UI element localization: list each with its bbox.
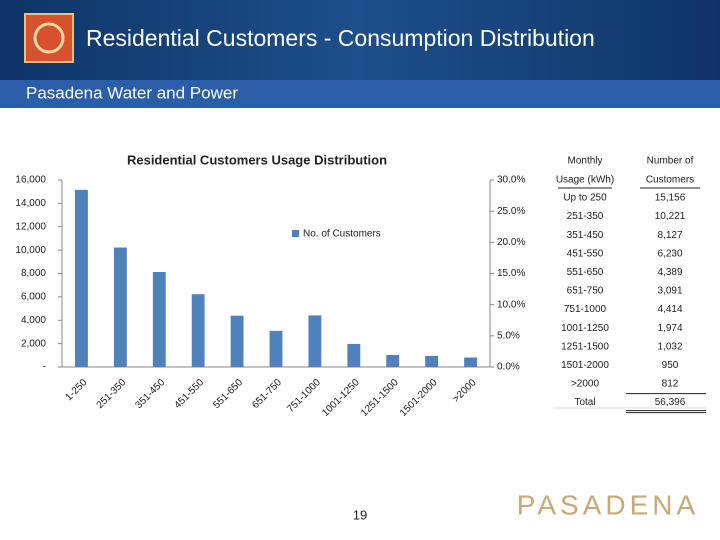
y-tick-label: 12,000 — [15, 221, 46, 232]
table-cell: 15,156 — [655, 193, 686, 204]
logo-icon — [24, 13, 74, 63]
table-cell: 3,091 — [657, 286, 682, 297]
table-cell: 950 — [662, 360, 679, 371]
y-tick-label: 6,000 — [21, 292, 46, 303]
table-cell: 551-650 — [567, 267, 604, 278]
table-cell: 6,230 — [657, 248, 682, 259]
y-tick-label: 10,000 — [15, 245, 46, 256]
table-cell: 251-350 — [567, 211, 604, 222]
chart-title: Residential Customers Usage Distribution — [127, 152, 387, 167]
table: Monthly Usage (kWh) Number of Customers Up t… — [556, 156, 706, 414]
bar — [308, 315, 322, 367]
subtitle: Pasadena Water and Power — [26, 83, 238, 102]
bar — [230, 315, 244, 367]
y-tick-label: 8,000 — [21, 268, 46, 279]
table-cell: 4,414 — [657, 304, 682, 315]
header-bar — [0, 0, 720, 80]
bar — [113, 247, 127, 367]
subtitle-bar — [0, 80, 720, 108]
table-cell: 1,032 — [657, 341, 682, 352]
table-cell: Up to 250 — [563, 193, 607, 204]
table-cell: 4,389 — [657, 267, 682, 278]
table-cell: 351-450 — [567, 230, 604, 241]
bar — [347, 343, 361, 367]
legend-swatch — [292, 230, 299, 237]
y-tick-label: 4,000 — [21, 315, 46, 326]
y-tick-label: 2,000 — [21, 338, 46, 349]
table-cell: 8,127 — [657, 230, 682, 241]
table-cell: 812 — [662, 379, 679, 390]
y2-tick-label: 10.0% — [497, 299, 525, 310]
bar — [191, 294, 205, 367]
table-header: Customers — [646, 175, 694, 186]
bar — [386, 354, 400, 367]
y-tick-label: 16,000 — [15, 175, 46, 186]
bar — [464, 357, 477, 367]
bar — [75, 189, 88, 367]
y-tick-label: 14,000 — [15, 198, 46, 209]
y-tick-label: - — [43, 362, 46, 373]
table-cell: 1251-1500 — [561, 341, 609, 352]
table-cell: 651-750 — [567, 286, 604, 297]
table-cell: 1,974 — [657, 323, 682, 334]
table-cell: >2000 — [571, 379, 600, 390]
table-cell: 1001-1250 — [561, 323, 609, 334]
table-cell: 451-550 — [567, 248, 604, 259]
bar — [425, 355, 439, 367]
table-cell: 10,221 — [655, 211, 686, 222]
table-header: Number of — [647, 156, 694, 167]
table-cell: 56,396 — [655, 397, 686, 408]
title: Residential Customers - Consumption Dist… — [86, 25, 595, 51]
table-cell: Total — [574, 397, 595, 408]
y2-tick-label: 5.0% — [497, 330, 520, 341]
y2-tick-label: 20.0% — [497, 237, 525, 248]
table-cell: 751-1000 — [564, 304, 607, 315]
logo-rose — [33, 22, 65, 54]
page-number: 19 — [353, 507, 367, 522]
logo-text: PASADENA — [517, 489, 699, 520]
bar — [269, 330, 283, 367]
bar — [152, 272, 166, 367]
table-header: Monthly — [567, 156, 602, 167]
table-cell: 1501-2000 — [561, 360, 609, 371]
table-header: Usage (kWh) — [556, 175, 614, 186]
y2-tick-label: 0.0% — [497, 362, 520, 373]
legend-label: No. of Customers — [303, 229, 381, 240]
y2-tick-label: 30.0% — [497, 175, 525, 186]
y2-tick-label: 25.0% — [497, 206, 525, 217]
y2-tick-label: 15.0% — [497, 268, 525, 279]
